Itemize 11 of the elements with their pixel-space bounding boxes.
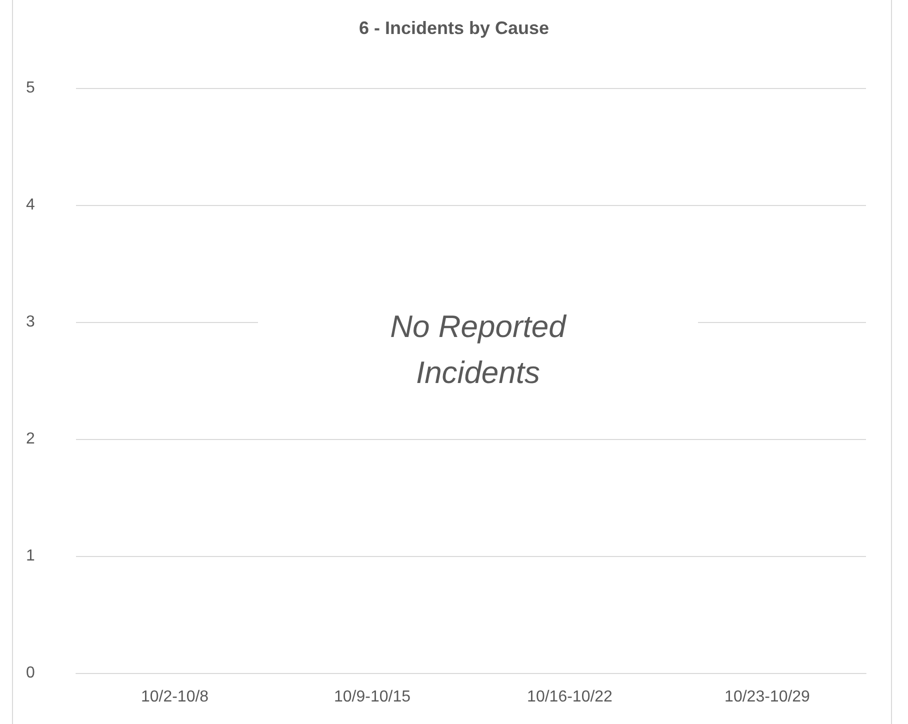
y-tick-label: 2 <box>26 430 35 448</box>
x-tick-label: 10/9-10/15 <box>334 688 411 706</box>
chart-title: 6 - Incidents by Cause <box>358 18 550 38</box>
y-tick-label: 5 <box>26 80 35 96</box>
y-tick-label: 4 <box>26 196 35 214</box>
y-tick-label: 0 <box>26 664 35 682</box>
x-tick-label: 10/2-10/8 <box>140 688 209 706</box>
y-tick-label: 3 <box>26 314 35 330</box>
x-tick-label: 10/23-10/29 <box>724 688 810 706</box>
x-tick-label: 10/16-10/22 <box>527 688 613 706</box>
y-tick-label: 1 <box>26 548 35 564</box>
